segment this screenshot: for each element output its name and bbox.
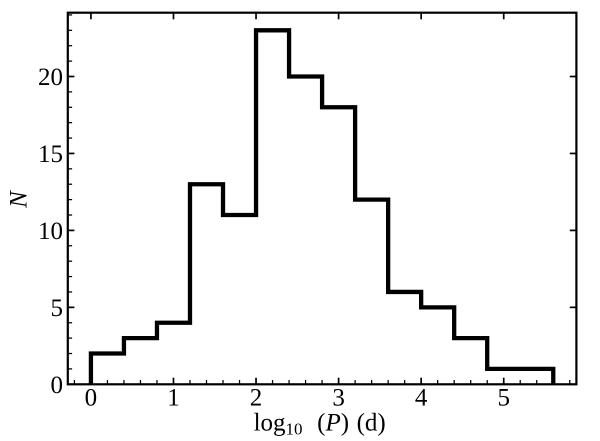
svg-text:0: 0	[51, 372, 64, 399]
svg-text:5: 5	[51, 295, 64, 322]
svg-text:log10(P)(d): log10 (P) (d)	[254, 409, 386, 438]
svg-text:2: 2	[250, 385, 263, 412]
svg-text:5: 5	[497, 385, 510, 412]
svg-text:0: 0	[85, 385, 98, 412]
svg-text:4: 4	[415, 385, 428, 412]
svg-text:15: 15	[38, 141, 63, 168]
svg-text:N: N	[6, 190, 33, 209]
svg-text:1: 1	[167, 385, 180, 412]
svg-text:10: 10	[38, 218, 63, 245]
svg-text:3: 3	[332, 385, 345, 412]
svg-text:20: 20	[38, 64, 63, 91]
